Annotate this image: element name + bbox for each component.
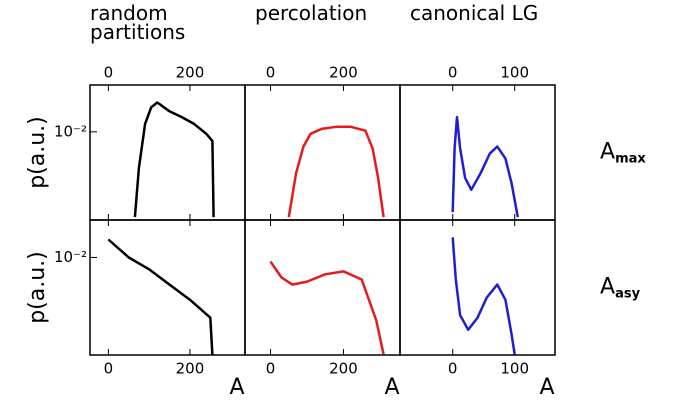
x-tick-label: 200 bbox=[329, 360, 358, 378]
panel-frame bbox=[244, 84, 401, 221]
x-tick-label: 200 bbox=[176, 64, 205, 82]
x-axis-label: A bbox=[539, 375, 554, 400]
row-label: Aasy bbox=[600, 275, 641, 302]
panel-frame bbox=[244, 219, 401, 356]
column-title: percolation bbox=[255, 1, 368, 25]
y-axis-label: p(a.u.) bbox=[25, 116, 50, 189]
x-tick-label: 0 bbox=[448, 360, 458, 378]
row-label-main: A bbox=[600, 140, 615, 165]
x-tick-label: 0 bbox=[266, 64, 276, 82]
column-title: canonical LG bbox=[410, 1, 539, 25]
x-tick-label: 200 bbox=[176, 360, 205, 378]
data-line bbox=[287, 125, 385, 218]
y-axis-label: p(a.u.) bbox=[25, 251, 50, 324]
data-line bbox=[451, 115, 520, 218]
x-tick-label: 0 bbox=[104, 360, 114, 378]
x-tick-label: 100 bbox=[500, 360, 529, 378]
column-title: random partitions bbox=[90, 1, 186, 44]
x-tick-label: 0 bbox=[104, 64, 114, 82]
x-tick-label: 200 bbox=[329, 64, 358, 82]
panel-frame bbox=[399, 219, 556, 356]
panel-frame bbox=[399, 84, 556, 221]
y-tick-label: 10⁻² bbox=[54, 122, 87, 140]
row-label-sub: asy bbox=[615, 286, 641, 301]
row-label: Amax bbox=[600, 140, 646, 167]
row-label-sub: max bbox=[615, 151, 646, 166]
data-line bbox=[107, 238, 214, 355]
row-label-main: A bbox=[600, 275, 615, 300]
y-tick-label: 10⁻² bbox=[54, 248, 87, 266]
panel-frame bbox=[89, 84, 246, 221]
x-tick-label: 100 bbox=[500, 64, 529, 82]
data-line bbox=[451, 237, 516, 355]
data-line bbox=[269, 260, 385, 355]
x-axis-label: A bbox=[229, 375, 244, 400]
panel-frame bbox=[89, 219, 246, 356]
x-tick-label: 0 bbox=[266, 360, 276, 378]
x-axis-label: A bbox=[384, 375, 399, 400]
data-line bbox=[133, 101, 215, 218]
x-tick-label: 0 bbox=[448, 64, 458, 82]
